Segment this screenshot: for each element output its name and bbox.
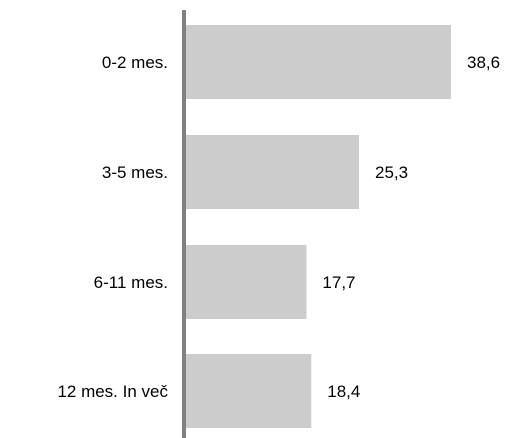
category-label-1: 3-5 mes. — [102, 163, 168, 182]
value-label-1: 25,3 — [375, 163, 408, 182]
bar-1 — [184, 135, 360, 209]
value-label-0: 38,6 — [467, 53, 500, 72]
labels-layer: 0-2 mes. 38,6 3-5 mes. 25,3 6-11 mes. 17,7 12 … — [57, 53, 500, 401]
category-label-3: 12 mes. In več — [57, 382, 168, 401]
value-label-3: 18,4 — [327, 382, 360, 401]
bar-0 — [184, 25, 451, 99]
category-label-2: 6-11 mes. — [94, 273, 168, 292]
category-label-0: 0-2 mes. — [102, 53, 168, 72]
bars-layer — [184, 25, 451, 428]
bar-3 — [184, 354, 312, 428]
value-label-2: 17,7 — [322, 273, 355, 292]
bar-2 — [184, 245, 307, 319]
